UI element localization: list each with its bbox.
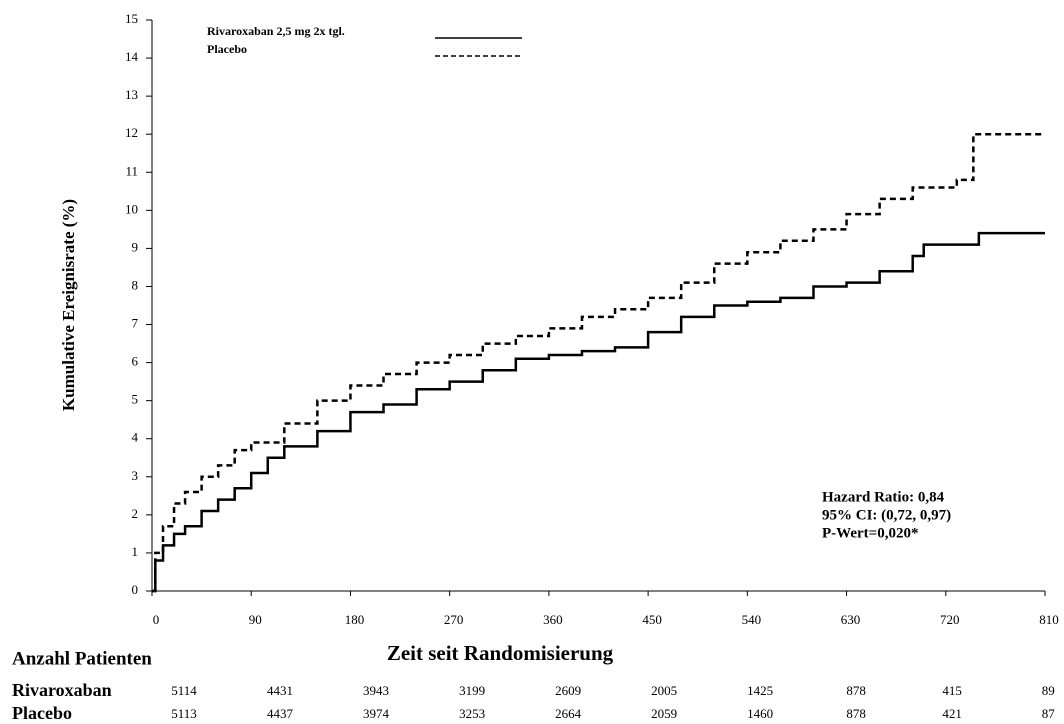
risk-value: 89 [1042, 683, 1055, 698]
risk-value: 5114 [171, 683, 197, 698]
y-tick-label: 0 [132, 582, 139, 597]
risk-value: 3974 [363, 706, 390, 721]
risk-value: 1460 [747, 706, 773, 721]
y-tick-label: 2 [132, 506, 139, 521]
risk-value: 3199 [459, 683, 485, 698]
x-tick-label: 810 [1039, 612, 1059, 627]
risk-value: 4437 [267, 706, 294, 721]
y-tick-label: 6 [132, 354, 139, 369]
y-axis-label: Kumulative Ereignisrate (%) [59, 199, 78, 411]
risk-value: 2059 [651, 706, 677, 721]
risk-value: 4431 [267, 683, 293, 698]
x-tick-label: 180 [345, 612, 365, 627]
x-tick-label: 90 [249, 612, 262, 627]
x-tick-label: 630 [841, 612, 861, 627]
x-axis-label: Zeit seit Randomisierung [387, 641, 614, 665]
risk-value: 878 [846, 683, 866, 698]
y-tick-label: 8 [132, 277, 139, 292]
annotation: 95% CI: (0,72, 0,97) [822, 507, 951, 523]
y-tick-label: 5 [132, 392, 139, 407]
risk-value: 2609 [555, 683, 581, 698]
x-tick-label: 720 [940, 612, 960, 627]
y-tick-label: 12 [125, 125, 138, 140]
series-line [152, 231, 1045, 593]
risk-value: 1425 [747, 683, 773, 698]
annotation: P-Wert=0,020* [822, 525, 918, 541]
risk-value: 5113 [171, 706, 197, 721]
annotation: Hazard Ratio: 0,84 [822, 489, 945, 505]
risk-value: 421 [942, 706, 962, 721]
y-tick-label: 10 [125, 201, 138, 216]
x-tick-label: 540 [742, 612, 762, 627]
y-tick-label: 9 [132, 239, 139, 254]
legend-label: Placebo [207, 42, 247, 56]
y-tick-label: 11 [125, 163, 138, 178]
x-tick-label: 0 [153, 612, 160, 627]
risk-value: 2664 [555, 706, 582, 721]
y-tick-label: 15 [125, 11, 138, 26]
risk-value: 415 [942, 683, 962, 698]
risk-row-label: Placebo [12, 703, 72, 723]
y-tick-label: 13 [125, 87, 138, 102]
x-tick-label: 450 [642, 612, 662, 627]
risk-table-title: Anzahl Patienten [12, 648, 152, 669]
y-tick-label: 4 [132, 430, 139, 445]
risk-value: 3253 [459, 706, 485, 721]
x-tick-label: 360 [543, 612, 563, 627]
risk-row-label: Rivaroxaban [12, 680, 112, 700]
x-tick-label: 270 [444, 612, 464, 627]
y-tick-label: 3 [132, 468, 139, 483]
risk-value: 87 [1042, 706, 1056, 721]
risk-value: 2005 [651, 683, 677, 698]
risk-value: 878 [846, 706, 866, 721]
y-tick-label: 7 [132, 316, 139, 331]
y-tick-label: 14 [125, 49, 139, 64]
y-tick-label: 1 [132, 544, 139, 559]
risk-value: 3943 [363, 683, 389, 698]
legend-label: Rivaroxaban 2,5 mg 2x tgl. [207, 24, 345, 38]
series-line [152, 132, 1045, 593]
